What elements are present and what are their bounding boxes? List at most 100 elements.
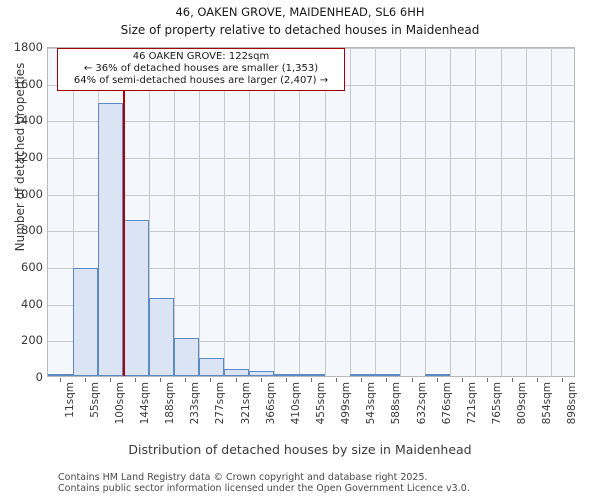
bar xyxy=(349,374,375,376)
bar xyxy=(198,358,224,376)
x-axis-tick-mark xyxy=(160,378,162,382)
property-size-marker xyxy=(123,48,126,376)
gridline-vertical xyxy=(174,48,175,376)
x-axis-tick-mark xyxy=(84,378,86,382)
y-axis-tick-label: 1400 xyxy=(13,113,43,128)
y-axis-tick-label: 600 xyxy=(21,260,43,274)
x-axis-tick-label: 676sqm xyxy=(440,382,453,425)
gridline-horizontal xyxy=(48,121,574,123)
annotation-line-1: 46 OAKEN GROVE: 122sqm xyxy=(132,51,270,62)
x-axis-tick-mark xyxy=(361,378,363,382)
annotation-line-2: ← 36% of detached houses are smaller (1,… xyxy=(83,63,319,74)
y-axis-tick-label: 1000 xyxy=(13,186,43,201)
x-axis-ticks: 11sqm 55sqm 100sqm 144sqm 188sqm 233sqm 277sqm… xyxy=(47,378,579,440)
bar xyxy=(249,371,275,376)
gridline-vertical xyxy=(400,48,401,376)
x-axis-tick-mark xyxy=(562,378,564,382)
x-axis-tick-mark xyxy=(210,378,212,382)
plot-area xyxy=(47,47,575,377)
y-axis-tick-label: 1800 xyxy=(13,40,43,54)
x-axis-tick-mark xyxy=(185,378,187,382)
x-axis-tick-label: 277sqm xyxy=(214,382,227,425)
x-axis-tick-label: 11sqm xyxy=(63,382,76,418)
gridline-vertical xyxy=(350,48,351,376)
gridline-vertical xyxy=(325,48,326,376)
gridline-vertical xyxy=(249,48,250,376)
gridline-vertical xyxy=(475,48,476,376)
footer-line-2: Contains public sector information licen… xyxy=(58,483,470,494)
x-axis-tick-label: 55sqm xyxy=(88,382,101,418)
gridline-vertical xyxy=(73,48,74,376)
x-axis-tick-mark xyxy=(235,378,237,382)
x-axis-tick-mark xyxy=(135,378,136,382)
x-axis-tick-mark xyxy=(461,378,463,382)
y-axis-ticks: 0 200 400 600 800 1000 1200 1400 1600 1800 xyxy=(0,40,43,384)
x-axis-tick-label: 455sqm xyxy=(315,382,327,425)
gridline-vertical xyxy=(224,48,225,376)
y-axis-tick-label: 200 xyxy=(21,333,43,348)
footer-line-1: Contains HM Land Registry data © Crown c… xyxy=(58,472,428,483)
x-axis-tick-mark xyxy=(311,378,312,382)
bars-layer xyxy=(48,48,574,376)
y-axis-tick-label: 400 xyxy=(21,296,43,311)
x-axis-tick-label: 632sqm xyxy=(415,382,428,425)
gridline-vertical xyxy=(299,48,300,376)
bar xyxy=(274,374,300,376)
title-block: 46, OAKEN GROVE, MAIDENHEAD, SL6 6HH Siz… xyxy=(0,4,600,39)
x-axis-tick-mark xyxy=(260,378,262,382)
gridline-vertical xyxy=(450,48,451,376)
marker-layer xyxy=(48,48,574,376)
gridline-horizontal xyxy=(48,194,574,196)
bar xyxy=(73,267,99,376)
x-axis-tick-label: 721sqm xyxy=(465,382,478,425)
gridline-horizontal xyxy=(48,341,574,343)
gridline-vertical xyxy=(274,48,275,376)
y-axis-tick-label: 1600 xyxy=(13,76,43,91)
gridline-horizontal xyxy=(48,268,574,269)
bar xyxy=(299,374,325,376)
gridline-vertical xyxy=(526,48,527,376)
x-axis-tick-mark xyxy=(386,378,388,382)
gridline-vertical xyxy=(425,48,426,376)
x-axis-tick-label: 366sqm xyxy=(264,382,277,425)
bar xyxy=(374,374,400,376)
gridline-horizontal xyxy=(48,304,574,306)
x-axis-tick-label: 765sqm xyxy=(491,382,503,425)
y-axis-label: Number of detached properties xyxy=(13,62,27,252)
y-axis-tick-label: 0 xyxy=(35,370,43,384)
y-axis-tick-label: 1200 xyxy=(13,150,43,164)
gridline-horizontal xyxy=(48,158,574,159)
x-axis-label: Distribution of detached houses by size … xyxy=(128,442,472,457)
x-axis-tick-label: 588sqm xyxy=(390,382,403,425)
x-axis-tick-label: 188sqm xyxy=(164,382,177,425)
bar xyxy=(425,374,451,376)
page-subtitle: Size of property relative to detached ho… xyxy=(120,23,480,37)
gridline-vertical xyxy=(199,48,200,376)
x-axis-tick-mark xyxy=(109,378,111,382)
bar xyxy=(98,102,124,376)
bar xyxy=(224,369,250,376)
x-axis-tick-label: 321sqm xyxy=(239,382,252,425)
x-axis-tick-label: 100sqm xyxy=(113,382,126,425)
x-axis-tick-mark xyxy=(512,378,514,382)
x-axis-tick-label: 144sqm xyxy=(139,382,151,425)
x-axis-tick-mark xyxy=(285,378,287,382)
x-axis-tick-label: 233sqm xyxy=(189,382,202,425)
annotation-line-3: 64% of semi-detached houses are larger (… xyxy=(73,75,329,86)
annotation-callout: 46 OAKEN GROVE: 122sqm ← 36% of detached… xyxy=(57,48,345,91)
bar xyxy=(148,298,174,376)
footer-attribution: Contains HM Land Registry data © Crown c… xyxy=(58,472,598,494)
x-axis-tick-label: 499sqm xyxy=(340,382,353,425)
bar xyxy=(48,373,74,376)
gridline-vertical xyxy=(149,48,150,376)
x-axis-tick-mark xyxy=(487,378,488,382)
x-axis-tick-mark xyxy=(537,378,539,382)
x-axis-tick-label: 809sqm xyxy=(516,382,529,425)
bar xyxy=(173,337,199,376)
gridline-vertical xyxy=(375,48,376,376)
x-axis-tick-label: 898sqm xyxy=(566,382,579,425)
gridline-vertical xyxy=(551,48,552,376)
page-title: 46, OAKEN GROVE, MAIDENHEAD, SL6 6HH xyxy=(175,5,425,19)
y-axis-tick-label: 800 xyxy=(21,223,43,238)
x-axis-tick-mark xyxy=(59,378,61,382)
